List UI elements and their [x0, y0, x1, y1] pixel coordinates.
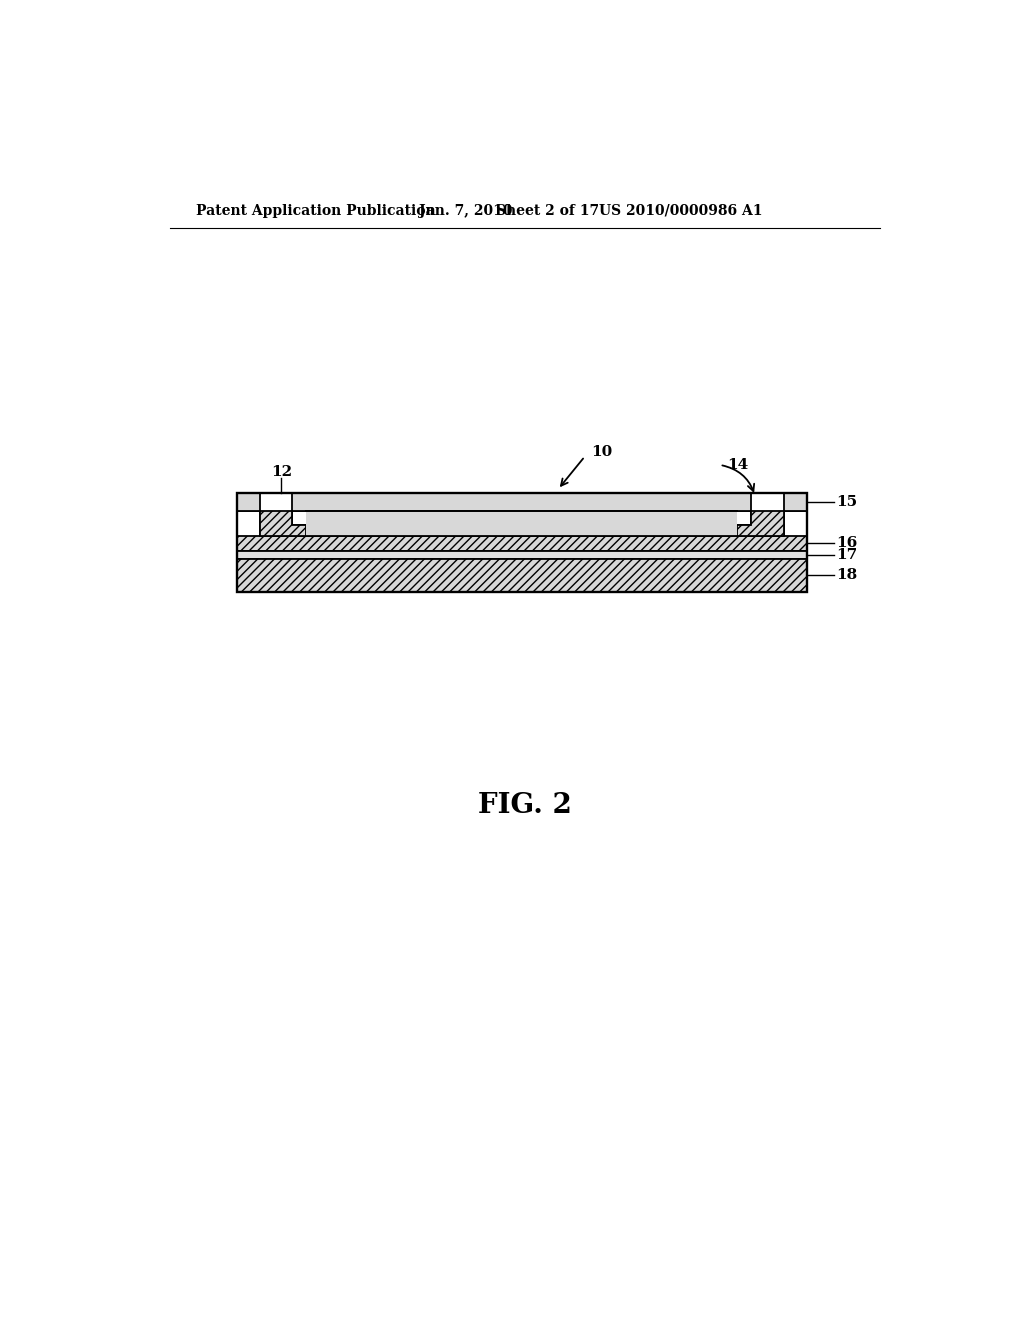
Text: Sheet 2 of 17: Sheet 2 of 17 — [497, 203, 599, 218]
Bar — [237, 494, 260, 511]
Text: Jan. 7, 2010: Jan. 7, 2010 — [419, 203, 513, 218]
Bar — [306, 511, 737, 536]
Text: Patent Application Publication: Patent Application Publication — [196, 203, 435, 218]
Bar — [306, 511, 737, 536]
Bar — [237, 558, 807, 591]
Polygon shape — [260, 511, 306, 536]
Text: 16: 16 — [836, 536, 857, 550]
Text: US 2010/0000986 A1: US 2010/0000986 A1 — [599, 203, 762, 218]
Bar — [292, 494, 752, 511]
Bar — [292, 494, 752, 511]
Bar — [783, 494, 807, 511]
Text: 14: 14 — [727, 458, 749, 471]
Text: 15: 15 — [836, 495, 857, 510]
Text: 12: 12 — [271, 465, 292, 479]
Polygon shape — [737, 511, 783, 536]
Bar — [783, 494, 807, 511]
Text: 10: 10 — [591, 445, 612, 459]
Bar — [237, 494, 807, 591]
Text: 17: 17 — [836, 548, 857, 562]
Bar — [237, 494, 807, 511]
Bar — [237, 494, 260, 511]
Polygon shape — [737, 511, 783, 536]
Bar — [237, 494, 807, 591]
Polygon shape — [260, 511, 306, 536]
Text: 18: 18 — [836, 569, 857, 582]
Bar — [237, 536, 807, 552]
Bar — [237, 494, 807, 511]
Bar — [237, 552, 807, 558]
Text: FIG. 2: FIG. 2 — [478, 792, 571, 818]
